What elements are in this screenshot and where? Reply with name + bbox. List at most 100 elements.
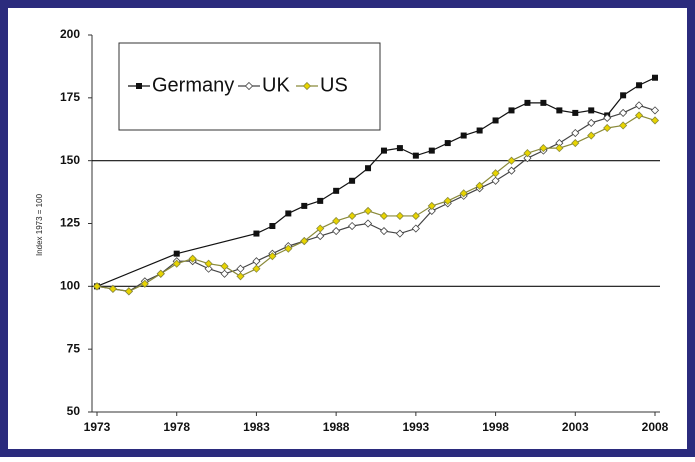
marker [379, 211, 389, 221]
marker [395, 211, 404, 221]
x-tick-label: 1973 [84, 420, 111, 434]
marker [587, 131, 596, 140]
marker [428, 147, 435, 154]
marker [475, 181, 484, 190]
marker [204, 259, 213, 268]
marker [220, 262, 229, 271]
marker [619, 121, 628, 130]
series-line [96, 77, 656, 287]
marker [379, 226, 389, 236]
marker [523, 149, 532, 158]
marker [491, 176, 500, 185]
marker [444, 140, 451, 147]
marker [92, 282, 102, 291]
marker [572, 109, 579, 116]
marker [508, 107, 515, 114]
marker [619, 108, 628, 117]
x-tick-label: 2003 [562, 420, 589, 434]
marker [634, 111, 644, 120]
marker [492, 117, 499, 124]
marker [411, 211, 420, 221]
marker [173, 250, 180, 257]
marker [476, 127, 483, 134]
y-tick-label: 175 [60, 90, 80, 104]
marker [285, 210, 292, 217]
marker [317, 197, 324, 204]
marker [491, 169, 500, 178]
marker [268, 252, 277, 261]
marker [620, 92, 627, 99]
x-tick-label: 1978 [163, 420, 190, 434]
marker [650, 116, 660, 125]
marker [236, 272, 245, 281]
marker [588, 107, 595, 114]
marker [395, 229, 404, 238]
marker [316, 232, 325, 241]
marker [332, 226, 341, 236]
marker [252, 264, 261, 273]
marker [333, 187, 340, 194]
y-tick-label: 125 [60, 216, 80, 230]
marker [411, 224, 420, 233]
marker [603, 113, 612, 123]
marker [396, 145, 403, 152]
marker [253, 230, 260, 237]
marker [556, 107, 563, 114]
marker [507, 166, 516, 175]
marker [555, 144, 564, 153]
marker [539, 144, 548, 153]
marker [348, 221, 357, 231]
x-tick-label: 1988 [323, 420, 350, 434]
marker [136, 83, 142, 89]
marker [332, 216, 341, 226]
marker [300, 237, 309, 246]
marker [244, 81, 254, 91]
y-tick-label: 100 [60, 279, 80, 293]
marker [363, 206, 373, 215]
marker [603, 123, 612, 133]
marker [156, 269, 165, 278]
marker [571, 139, 580, 148]
marker [348, 211, 357, 221]
marker [284, 244, 293, 253]
marker [587, 118, 596, 128]
x-tick-label: 1983 [243, 420, 270, 434]
marker [443, 196, 452, 205]
x-tick-label: 1993 [403, 420, 430, 434]
marker [204, 264, 213, 273]
marker [412, 152, 419, 159]
marker [524, 99, 531, 106]
marker [427, 206, 436, 215]
marker [269, 223, 276, 230]
y-tick-label: 200 [60, 27, 80, 41]
marker [108, 284, 118, 293]
marker [302, 81, 312, 91]
marker [652, 74, 658, 81]
marker [140, 279, 149, 288]
y-axis-label: Index 1973 = 100 [35, 193, 44, 256]
marker [316, 224, 325, 233]
marker [427, 201, 436, 210]
marker [220, 269, 229, 278]
marker [363, 219, 373, 228]
marker [634, 101, 644, 110]
marker [365, 165, 372, 172]
marker [460, 132, 467, 139]
marker [571, 128, 580, 138]
y-tick-label: 150 [60, 153, 80, 167]
marker [523, 154, 532, 163]
y-tick-label: 50 [67, 404, 81, 418]
marker [380, 147, 387, 154]
marker [636, 82, 643, 89]
marker [349, 177, 356, 184]
legend-label: Germany [152, 74, 234, 96]
marker [650, 106, 660, 115]
y-tick-label: 75 [67, 341, 81, 355]
legend-label: UK [262, 74, 290, 96]
x-tick-label: 2008 [642, 420, 669, 434]
marker [188, 254, 197, 263]
marker [540, 99, 547, 106]
marker [459, 189, 468, 198]
x-tick-label: 1998 [482, 420, 509, 434]
